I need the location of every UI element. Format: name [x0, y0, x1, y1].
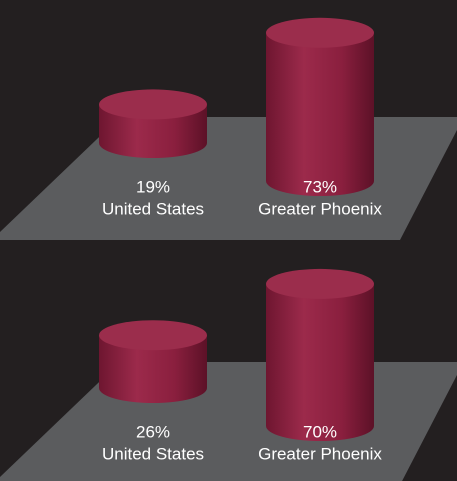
category-label: Greater Phoenix: [258, 444, 382, 463]
category-label: United States: [102, 199, 204, 218]
category-label: Greater Phoenix: [258, 199, 382, 218]
bar-body: [99, 335, 207, 403]
bar: [266, 268, 374, 441]
value-label: 19%: [136, 177, 170, 196]
value-label: 73%: [303, 177, 337, 196]
value-label: 70%: [303, 422, 337, 441]
bar-body: [266, 32, 374, 197]
bar-top: [266, 17, 374, 48]
bar-top: [99, 89, 207, 120]
bar: [266, 17, 374, 197]
bar-body: [99, 104, 207, 158]
value-label: 26%: [136, 422, 170, 441]
bar-body: [266, 283, 374, 441]
bar: [99, 89, 207, 158]
category-label: United States: [102, 444, 204, 463]
chart-panel: 19% United States 73% Greater Phoenix: [0, 17, 457, 240]
chart-panel: 26% United States 70% Greater Phoenix: [0, 268, 457, 481]
bar-top: [266, 268, 374, 299]
bar-top: [99, 320, 207, 351]
bar: [99, 320, 207, 403]
